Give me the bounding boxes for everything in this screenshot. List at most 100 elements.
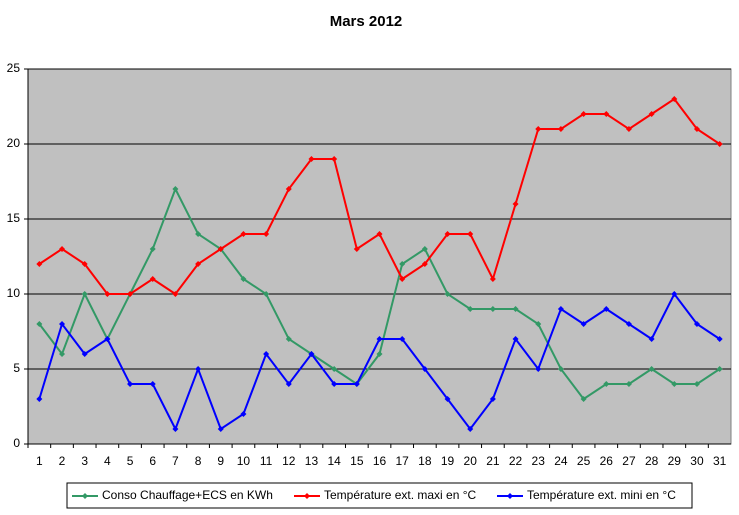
point: [285, 186, 292, 192]
x-tick-label: 1: [36, 454, 43, 468]
point: [535, 366, 542, 372]
point: [149, 381, 156, 387]
point: [489, 306, 496, 312]
legend-marker: [82, 493, 88, 499]
point: [399, 261, 406, 267]
point: [693, 321, 700, 327]
point: [693, 126, 700, 132]
x-tick-label: 2: [59, 454, 66, 468]
point: [59, 246, 66, 252]
x-tick-label: 24: [554, 454, 568, 468]
point: [580, 396, 587, 402]
point: [36, 321, 43, 327]
point: [444, 231, 451, 237]
x-tick-label: 29: [668, 454, 682, 468]
point: [467, 426, 474, 432]
legend-marker: [507, 493, 513, 499]
point: [535, 126, 542, 132]
point: [671, 381, 678, 387]
x-tick-label: 8: [195, 454, 202, 468]
point: [263, 351, 270, 357]
x-tick-label: 16: [373, 454, 387, 468]
point: [557, 306, 564, 312]
point: [36, 396, 43, 402]
y-tick-label: 15: [7, 211, 21, 225]
point: [81, 261, 88, 267]
point: [716, 366, 723, 372]
point: [603, 306, 610, 312]
y-tick-label: 20: [7, 136, 21, 150]
legend-label: Température ext. maxi en °C: [324, 488, 477, 502]
x-tick-label: 18: [418, 454, 432, 468]
point: [104, 291, 111, 297]
point: [263, 231, 270, 237]
x-tick-label: 3: [81, 454, 88, 468]
x-tick-label: 23: [532, 454, 546, 468]
point: [625, 126, 632, 132]
point: [580, 321, 587, 327]
point: [716, 141, 723, 147]
point: [376, 351, 383, 357]
point: [693, 381, 700, 387]
point: [81, 351, 88, 357]
point: [557, 366, 564, 372]
x-tick-label: 10: [237, 454, 251, 468]
point: [195, 366, 202, 372]
point: [512, 201, 519, 207]
x-tick-label: 5: [127, 454, 134, 468]
point: [36, 261, 43, 267]
x-tick-label: 27: [622, 454, 636, 468]
x-tick-label: 19: [441, 454, 455, 468]
point: [353, 246, 360, 252]
point: [444, 396, 451, 402]
point: [353, 381, 360, 387]
point: [376, 231, 383, 237]
x-tick-label: 31: [713, 454, 727, 468]
point: [671, 96, 678, 102]
point: [625, 321, 632, 327]
point: [648, 336, 655, 342]
point: [603, 381, 610, 387]
x-tick-label: 4: [104, 454, 111, 468]
x-tick-label: 17: [395, 454, 409, 468]
point: [512, 336, 519, 342]
point: [603, 111, 610, 117]
point: [399, 336, 406, 342]
x-tick-label: 11: [260, 454, 273, 468]
point: [557, 126, 564, 132]
y-tick-label: 0: [13, 436, 20, 450]
point: [399, 276, 406, 282]
point: [716, 336, 723, 342]
point: [217, 426, 224, 432]
point: [172, 186, 179, 192]
x-tick-label: 9: [217, 454, 224, 468]
point: [421, 246, 428, 252]
point: [308, 156, 315, 162]
point: [217, 246, 224, 252]
x-tick-label: 7: [172, 454, 179, 468]
point: [240, 276, 247, 282]
point: [104, 336, 111, 342]
point: [172, 291, 179, 297]
point: [263, 291, 270, 297]
point: [285, 381, 292, 387]
point: [308, 351, 315, 357]
point: [59, 321, 66, 327]
point: [331, 156, 338, 162]
point: [331, 381, 338, 387]
x-tick-label: 22: [509, 454, 523, 468]
point: [535, 321, 542, 327]
y-tick-label: 25: [7, 61, 21, 75]
x-tick-label: 21: [486, 454, 500, 468]
chart-title: Mars 2012: [330, 13, 403, 30]
point: [285, 336, 292, 342]
x-tick-label: 13: [305, 454, 319, 468]
point: [195, 261, 202, 267]
point: [172, 426, 179, 432]
point: [331, 366, 338, 372]
point: [149, 246, 156, 252]
point: [489, 276, 496, 282]
point: [512, 306, 519, 312]
point: [671, 291, 678, 297]
